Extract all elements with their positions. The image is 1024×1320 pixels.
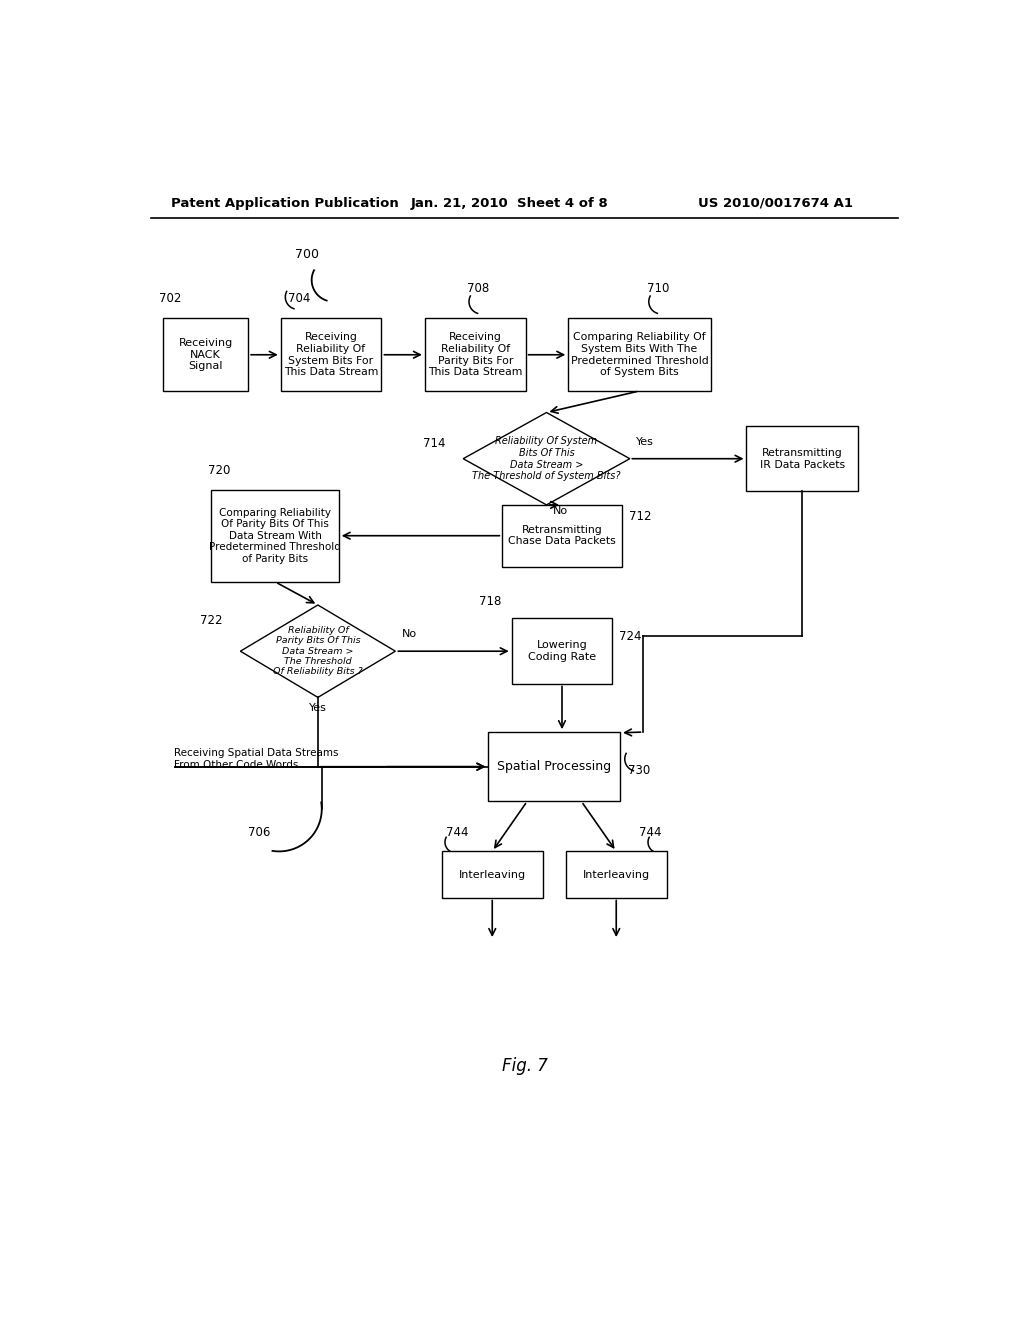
Text: US 2010/0017674 A1: US 2010/0017674 A1 xyxy=(697,197,853,210)
FancyBboxPatch shape xyxy=(442,851,543,898)
Text: 700: 700 xyxy=(295,248,318,261)
Text: 708: 708 xyxy=(467,281,489,294)
Text: Receiving
Reliability Of
System Bits For
This Data Stream: Receiving Reliability Of System Bits For… xyxy=(284,333,378,378)
Text: 704: 704 xyxy=(289,292,311,305)
Polygon shape xyxy=(463,412,630,506)
Text: Jan. 21, 2010  Sheet 4 of 8: Jan. 21, 2010 Sheet 4 of 8 xyxy=(411,197,608,210)
Text: Retransmitting
Chase Data Packets: Retransmitting Chase Data Packets xyxy=(508,525,615,546)
Text: Reliability Of
Parity Bits Of This
Data Stream >
The Threshold
Of Reliability Bi: Reliability Of Parity Bits Of This Data … xyxy=(273,626,362,676)
FancyBboxPatch shape xyxy=(425,318,525,391)
Text: Reliability Of System
Bits Of This
Data Stream >
The Threshold of System Bits?: Reliability Of System Bits Of This Data … xyxy=(472,437,621,480)
FancyBboxPatch shape xyxy=(163,318,248,391)
Text: 720: 720 xyxy=(208,465,230,477)
Text: 718: 718 xyxy=(479,595,502,609)
Text: Spatial Processing: Spatial Processing xyxy=(498,760,611,774)
Text: Receiving
Reliability Of
Parity Bits For
This Data Stream: Receiving Reliability Of Parity Bits For… xyxy=(428,333,522,378)
Text: 744: 744 xyxy=(445,826,468,840)
Text: No: No xyxy=(553,506,568,516)
Text: Yes: Yes xyxy=(636,437,653,447)
FancyBboxPatch shape xyxy=(281,318,381,391)
Text: No: No xyxy=(401,630,417,639)
Text: Lowering
Coding Rate: Lowering Coding Rate xyxy=(528,640,596,663)
Text: 724: 724 xyxy=(618,630,641,643)
FancyBboxPatch shape xyxy=(512,619,612,684)
Text: Patent Application Publication: Patent Application Publication xyxy=(171,197,398,210)
Text: Comparing Reliability
Of Parity Bits Of This
Data Stream With
Predetermined Thre: Comparing Reliability Of Parity Bits Of … xyxy=(209,507,341,564)
FancyBboxPatch shape xyxy=(566,851,667,898)
Text: 706: 706 xyxy=(248,826,270,840)
FancyBboxPatch shape xyxy=(746,426,858,491)
Text: 730: 730 xyxy=(628,764,650,777)
Text: Receiving Spatial Data Streams
From Other Code Words: Receiving Spatial Data Streams From Othe… xyxy=(174,748,339,770)
Text: Comparing Reliability Of
System Bits With The
Predetermined Threshold
of System : Comparing Reliability Of System Bits Wit… xyxy=(570,333,709,378)
Text: 702: 702 xyxy=(159,292,181,305)
Text: Receiving
NACK
Signal: Receiving NACK Signal xyxy=(178,338,232,371)
Text: 714: 714 xyxy=(423,437,445,450)
Text: Retransmitting
IR Data Packets: Retransmitting IR Data Packets xyxy=(760,447,845,470)
FancyBboxPatch shape xyxy=(502,506,622,566)
Text: 722: 722 xyxy=(200,614,222,627)
FancyBboxPatch shape xyxy=(211,490,339,582)
FancyBboxPatch shape xyxy=(568,318,712,391)
Text: 710: 710 xyxy=(647,281,670,294)
Polygon shape xyxy=(241,605,395,697)
Text: Interleaving: Interleaving xyxy=(459,870,525,879)
Text: 744: 744 xyxy=(640,826,662,840)
Text: Interleaving: Interleaving xyxy=(583,870,650,879)
FancyBboxPatch shape xyxy=(488,733,621,801)
Text: Fig. 7: Fig. 7 xyxy=(502,1057,548,1074)
Text: Yes: Yes xyxy=(308,704,327,713)
Text: 712: 712 xyxy=(630,511,652,523)
